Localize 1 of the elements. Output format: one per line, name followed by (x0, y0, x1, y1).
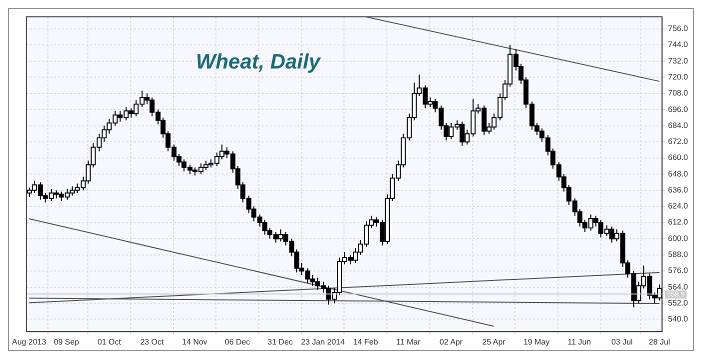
text: Wheat, Daily (196, 50, 322, 74)
